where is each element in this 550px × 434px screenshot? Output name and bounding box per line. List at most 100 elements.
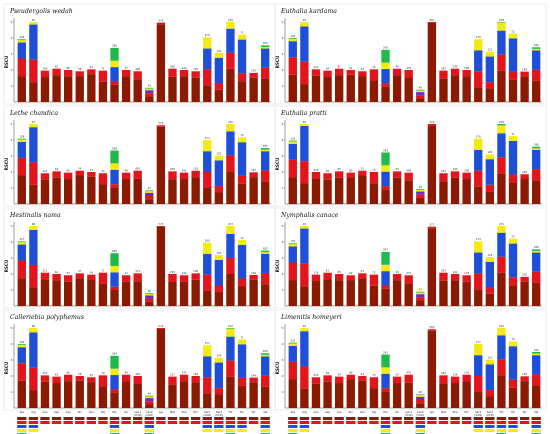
bar-segment bbox=[300, 183, 309, 204]
bar-segment bbox=[214, 357, 224, 363]
bar-segment bbox=[75, 380, 84, 408]
amino-acid-label: Ser1 bbox=[475, 410, 481, 414]
bar-segment bbox=[311, 172, 321, 179]
y-tick-label: 5 bbox=[282, 122, 284, 126]
bar-segment bbox=[416, 189, 425, 190]
y-tick-label: 1 bbox=[11, 186, 13, 190]
bar-segment bbox=[497, 70, 506, 102]
codon-color-strip bbox=[288, 429, 298, 432]
codon-color-strip bbox=[485, 417, 495, 420]
bar-value-label: 72 bbox=[511, 29, 515, 33]
bar-segment bbox=[145, 293, 154, 296]
bar-value-label: 189 bbox=[534, 348, 539, 352]
amino-acid-label: Ser2 bbox=[216, 410, 222, 414]
y-tick-label: 2 bbox=[282, 374, 284, 378]
bar-segment bbox=[110, 163, 119, 170]
bar-segment bbox=[226, 360, 235, 377]
codon-color-strip bbox=[531, 429, 541, 432]
amino-acid-label: Lys bbox=[430, 410, 435, 414]
bar-value-label: 72 bbox=[511, 235, 515, 239]
bar-segment bbox=[288, 140, 297, 142]
bar-segment bbox=[369, 183, 379, 204]
bar-segment bbox=[121, 172, 131, 180]
bar-value-label: 70 bbox=[240, 133, 244, 137]
bar-segment bbox=[439, 383, 448, 408]
bar-value-label: 244 bbox=[182, 271, 187, 275]
codon-color-strip bbox=[17, 417, 27, 420]
codon-color-strip bbox=[51, 417, 62, 420]
bar-value-label: 259 bbox=[170, 270, 175, 274]
bar-segment bbox=[462, 172, 471, 180]
y-tick-label: 2 bbox=[11, 68, 13, 72]
amino-acid-label: His bbox=[383, 410, 388, 414]
bar-segment bbox=[226, 52, 235, 69]
bar-segment bbox=[237, 339, 247, 345]
bar-segment bbox=[323, 77, 332, 102]
bar-value-label: 231 bbox=[499, 222, 504, 226]
codon-color-strip bbox=[167, 421, 178, 424]
bar-segment bbox=[203, 85, 212, 102]
bar-segment bbox=[145, 90, 154, 94]
bar-segment bbox=[261, 48, 270, 68]
codon-color-strip bbox=[190, 421, 201, 424]
amino-acid-label: Leu2 bbox=[417, 410, 424, 414]
bar-value-label: 471 bbox=[135, 269, 140, 273]
bar-segment bbox=[508, 387, 518, 408]
bar-segment bbox=[156, 328, 166, 408]
bar-segment bbox=[29, 229, 38, 266]
bar-segment bbox=[520, 381, 529, 408]
bar-segment bbox=[474, 170, 483, 187]
rscu-panel: 1 2 3 4 5 RSCU Euthalia kardama 135 94 221 64 82 61 5… bbox=[274, 3, 547, 105]
bar-value-label: 62 bbox=[55, 270, 59, 274]
codon-color-strip bbox=[214, 425, 224, 428]
bar-value-label: 120 bbox=[487, 150, 492, 154]
bar-value-label: 262 bbox=[441, 66, 446, 70]
bar-segment bbox=[145, 398, 154, 402]
bar-segment bbox=[145, 298, 154, 302]
bar-segment bbox=[110, 389, 119, 393]
amino-acid-label: Trp bbox=[239, 410, 244, 414]
bar-segment bbox=[288, 177, 297, 204]
bar-segment bbox=[334, 280, 344, 306]
bar-segment bbox=[439, 173, 448, 182]
y-tick-label: 2 bbox=[11, 374, 13, 378]
bar-segment bbox=[532, 47, 541, 49]
bar-value-label: 196 bbox=[193, 269, 198, 273]
y-tick-label: 1 bbox=[282, 84, 284, 88]
amino-acid-label: Thr bbox=[498, 410, 504, 414]
bar-segment bbox=[87, 274, 96, 280]
rscu-panel: 1 2 3 4 5 RSCU Hestinalis nama 127 96 211 62 87 57 56… bbox=[3, 207, 276, 309]
bar-segment bbox=[532, 146, 541, 149]
bar-segment bbox=[381, 288, 390, 306]
bar-segment bbox=[203, 377, 212, 394]
codon-color-strip bbox=[121, 421, 131, 424]
bar-segment bbox=[179, 374, 189, 382]
bar-segment bbox=[121, 381, 131, 408]
bar-value-label: 258 bbox=[170, 167, 175, 171]
bar-segment bbox=[358, 273, 367, 279]
bar-value-label: 240 bbox=[453, 167, 458, 171]
bar-segment bbox=[145, 191, 154, 193]
amino-acid-label: Ala bbox=[291, 410, 296, 414]
bar-value-label: 284 bbox=[112, 352, 117, 356]
y-axis-title: RSCU bbox=[4, 55, 9, 68]
bar-segment bbox=[427, 226, 437, 229]
amino-acid-label: Gly bbox=[372, 410, 377, 414]
y-tick-label: 4 bbox=[282, 36, 284, 40]
bar-segment bbox=[214, 57, 224, 84]
bar-segment bbox=[508, 346, 518, 380]
bar-segment bbox=[392, 383, 402, 408]
bar-segment bbox=[133, 178, 142, 204]
codon-color-strip bbox=[415, 417, 425, 420]
amino-acid-sublabel: (AGN) bbox=[474, 413, 482, 417]
bar-value-label: 94 bbox=[303, 324, 307, 328]
bar-value-label: 64 bbox=[326, 66, 330, 70]
bar-segment bbox=[532, 249, 541, 251]
bar-segment bbox=[381, 171, 390, 187]
bar-segment bbox=[40, 173, 50, 180]
bar-segment bbox=[404, 180, 413, 204]
amino-acid-label: His bbox=[112, 410, 117, 414]
bar-value-label: 269 bbox=[205, 238, 210, 242]
bar-segment bbox=[168, 274, 177, 282]
bar-segment bbox=[346, 280, 355, 306]
